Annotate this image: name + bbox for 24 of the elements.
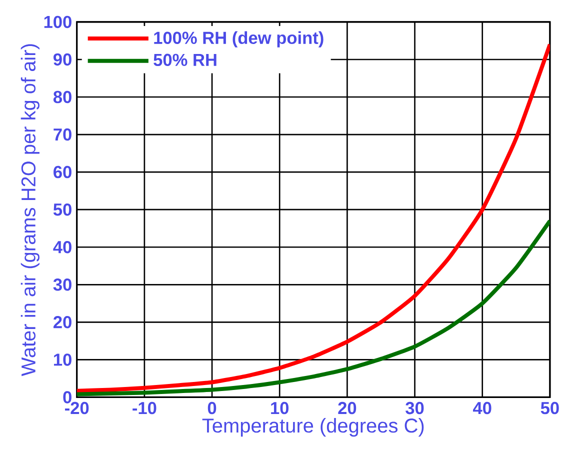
line-series <box>76 218 550 396</box>
y-axis-title: Water in air (grams H2O per kg of air) <box>20 44 40 376</box>
y-tick-label: 40 <box>53 240 72 254</box>
y-tick-label: 10 <box>54 354 72 366</box>
x-tick-label: 0 <box>208 402 216 414</box>
legend-label: 50% RH <box>154 54 216 66</box>
x-tick-label: 20 <box>338 402 356 414</box>
y-tick-label: 90 <box>54 53 72 66</box>
y-tick-label: 30 <box>53 278 72 291</box>
y-tick-label: 100 <box>44 16 72 28</box>
legend-label: 100% RH (dew point) <box>154 31 324 48</box>
x-tick-label: -10 <box>132 402 156 414</box>
y-tick-label: 60 <box>54 166 72 178</box>
x-axis-title: Temperature (degrees C) <box>202 418 424 437</box>
x-tick-label: 30 <box>406 402 424 414</box>
y-tick-label: 70 <box>54 128 72 141</box>
y-tick-label: 0 <box>63 391 72 404</box>
y-tick-label: 20 <box>54 316 72 328</box>
x-tick-label: -20 <box>65 402 89 414</box>
x-tick-label: 40 <box>473 402 492 414</box>
x-tick-label: 10 <box>271 402 289 414</box>
y-tick-label: 80 <box>53 90 72 104</box>
y-tick-label: 50 <box>53 203 72 216</box>
x-tick-label: 50 <box>540 402 559 414</box>
